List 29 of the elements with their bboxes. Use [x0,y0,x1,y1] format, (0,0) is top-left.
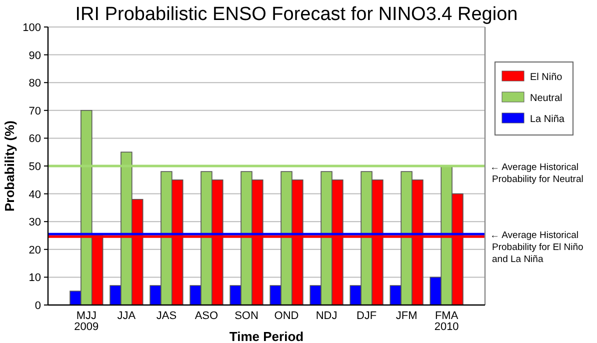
y-tick-label: 20 [28,244,41,256]
y-tick-label: 30 [28,216,41,229]
y-tick-label: 80 [28,78,41,90]
y-tick-label: 40 [28,188,41,201]
x-tick-label: FMA 2010 [434,310,459,333]
y-tick-label: 100 [22,22,41,34]
x-tick-label: NDJ [316,310,338,322]
y-tick-label: 90 [28,50,41,62]
ref-line-label: ← Average Historical Probability for Neutral [490,162,584,185]
x-tick-label: OND [274,310,299,322]
x-tick-label: JAS [156,310,177,322]
legend-label: El Niño [530,72,563,83]
y-tick-label: 60 [28,133,41,146]
chart-title: IRI Probabilistic ENSO Forecast for NINO3.4 Region [75,4,518,25]
ref-line-label: ← Average Historical Probability for El Niño and La Niña [490,230,584,266]
legend-label: La Niña [530,114,565,125]
y-tick-label: 10 [28,272,41,284]
y-tick-label: 50 [28,161,41,173]
legend-label: Neutral [530,93,562,104]
x-axis-title: Time Period [229,329,304,343]
y-axis-title: Probability (%) [2,120,17,212]
x-tick-label: JJA [117,310,136,322]
x-tick-label: DJF [356,310,377,322]
y-tick-label: 70 [28,105,41,118]
x-tick-label: JFM [396,310,418,322]
x-tick-label: MJJ 2009 [74,310,99,333]
y-tick-label: 0 [34,300,41,312]
x-tick-label: SON [234,310,258,322]
x-tick-label: ASO [194,310,219,322]
